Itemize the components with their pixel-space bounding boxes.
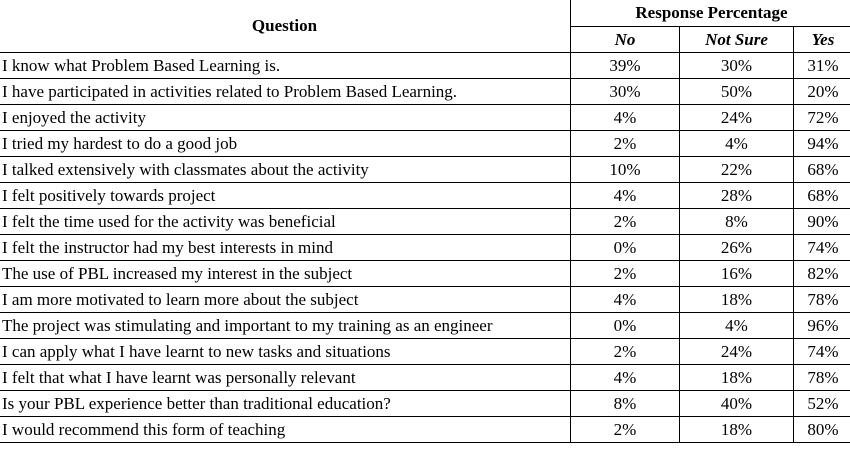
yes-cell: 74%	[792, 338, 850, 365]
not-sure-cell: 18%	[679, 286, 794, 313]
question-cell: I felt positively towards project	[0, 182, 571, 209]
table-row: I talked extensively with classmates abo…	[0, 156, 850, 183]
not-sure-cell: 18%	[679, 364, 794, 391]
yes-cell: 80%	[792, 416, 850, 443]
not-sure-cell: 40%	[679, 390, 794, 417]
no-cell: 30%	[570, 78, 680, 105]
question-cell: I know what Problem Based Learning is.	[0, 52, 571, 79]
not-sure-cell: 8%	[679, 208, 794, 235]
not-sure-cell: 28%	[679, 182, 794, 209]
no-cell: 0%	[570, 234, 680, 261]
no-cell: 2%	[570, 416, 680, 443]
table-row: I enjoyed the activity 4% 24% 72%	[0, 104, 850, 131]
no-cell: 2%	[570, 130, 680, 157]
no-cell: 2%	[570, 260, 680, 287]
not-sure-cell: 26%	[679, 234, 794, 261]
question-cell: I have participated in activities relate…	[0, 78, 571, 105]
table-row: I felt that what I have learnt was perso…	[0, 364, 850, 391]
no-cell: 2%	[570, 208, 680, 235]
no-cell: 10%	[570, 156, 680, 183]
yes-cell: 68%	[792, 156, 850, 183]
question-cell: I would recommend this form of teaching	[0, 416, 571, 443]
yes-cell: 94%	[792, 130, 850, 157]
table-row: I would recommend this form of teaching 2…	[0, 416, 850, 443]
question-cell: I felt that what I have learnt was perso…	[0, 364, 571, 391]
not-sure-cell: 16%	[679, 260, 794, 287]
not-sure-cell: 24%	[679, 338, 794, 365]
not-sure-cell: 18%	[679, 416, 794, 443]
question-cell: I felt the time used for the activity wa…	[0, 208, 571, 235]
question-cell: I tried my hardest to do a good job	[0, 130, 571, 157]
header-not-sure: Not Sure	[679, 26, 794, 53]
yes-cell: 78%	[792, 286, 850, 313]
table-row: I felt positively towards project 4% 28% 68…	[0, 182, 850, 209]
table-body: I know what Problem Based Learning is. 39…	[0, 52, 850, 443]
no-cell: 39%	[570, 52, 680, 79]
no-cell: 4%	[570, 364, 680, 391]
no-cell: 4%	[570, 286, 680, 313]
yes-cell: 90%	[792, 208, 850, 235]
yes-cell: 74%	[792, 234, 850, 261]
question-cell: The project was stimulating and importan…	[0, 312, 571, 339]
question-cell: I felt the instructor had my best intere…	[0, 234, 571, 261]
yes-cell: 96%	[792, 312, 850, 339]
table-row: I tried my hardest to do a good job 2% 4% 9…	[0, 130, 850, 157]
header-yes: Yes	[792, 26, 850, 53]
yes-cell: 78%	[792, 364, 850, 391]
not-sure-cell: 50%	[679, 78, 794, 105]
header-response-percentage: Response Percentage	[569, 0, 850, 27]
no-cell: 8%	[570, 390, 680, 417]
table-row: The project was stimulating and importan…	[0, 312, 850, 339]
header-question: Question	[0, 0, 571, 53]
table-row: I felt the time used for the activity wa…	[0, 208, 850, 235]
not-sure-cell: 30%	[679, 52, 794, 79]
no-cell: 0%	[570, 312, 680, 339]
yes-cell: 82%	[792, 260, 850, 287]
yes-cell: 52%	[792, 390, 850, 417]
no-cell: 4%	[570, 104, 680, 131]
question-cell: I can apply what I have learnt to new ta…	[0, 338, 571, 365]
yes-cell: 72%	[792, 104, 850, 131]
not-sure-cell: 22%	[679, 156, 794, 183]
not-sure-cell: 24%	[679, 104, 794, 131]
table-row: I can apply what I have learnt to new ta…	[0, 338, 850, 365]
question-cell: I enjoyed the activity	[0, 104, 571, 131]
table-row: I am more motivated to learn more about …	[0, 286, 850, 313]
question-cell: I am more motivated to learn more about …	[0, 286, 571, 313]
not-sure-cell: 4%	[679, 130, 794, 157]
table-row: I know what Problem Based Learning is. 39…	[0, 52, 850, 79]
not-sure-cell: 4%	[679, 312, 794, 339]
question-cell: Is your PBL experience better than tradi…	[0, 390, 571, 417]
yes-cell: 31%	[792, 52, 850, 79]
question-cell: The use of PBL increased my interest in …	[0, 260, 571, 287]
table-row: I felt the instructor had my best intere…	[0, 234, 850, 261]
no-cell: 2%	[570, 338, 680, 365]
table-row: The use of PBL increased my interest in …	[0, 260, 850, 287]
yes-cell: 20%	[792, 78, 850, 105]
question-cell: I talked extensively with classmates abo…	[0, 156, 571, 183]
yes-cell: 68%	[792, 182, 850, 209]
table-row: I have participated in activities relate…	[0, 78, 850, 105]
header-no: No	[570, 26, 680, 53]
table-row: Is your PBL experience better than tradi…	[0, 390, 850, 417]
no-cell: 4%	[570, 182, 680, 209]
